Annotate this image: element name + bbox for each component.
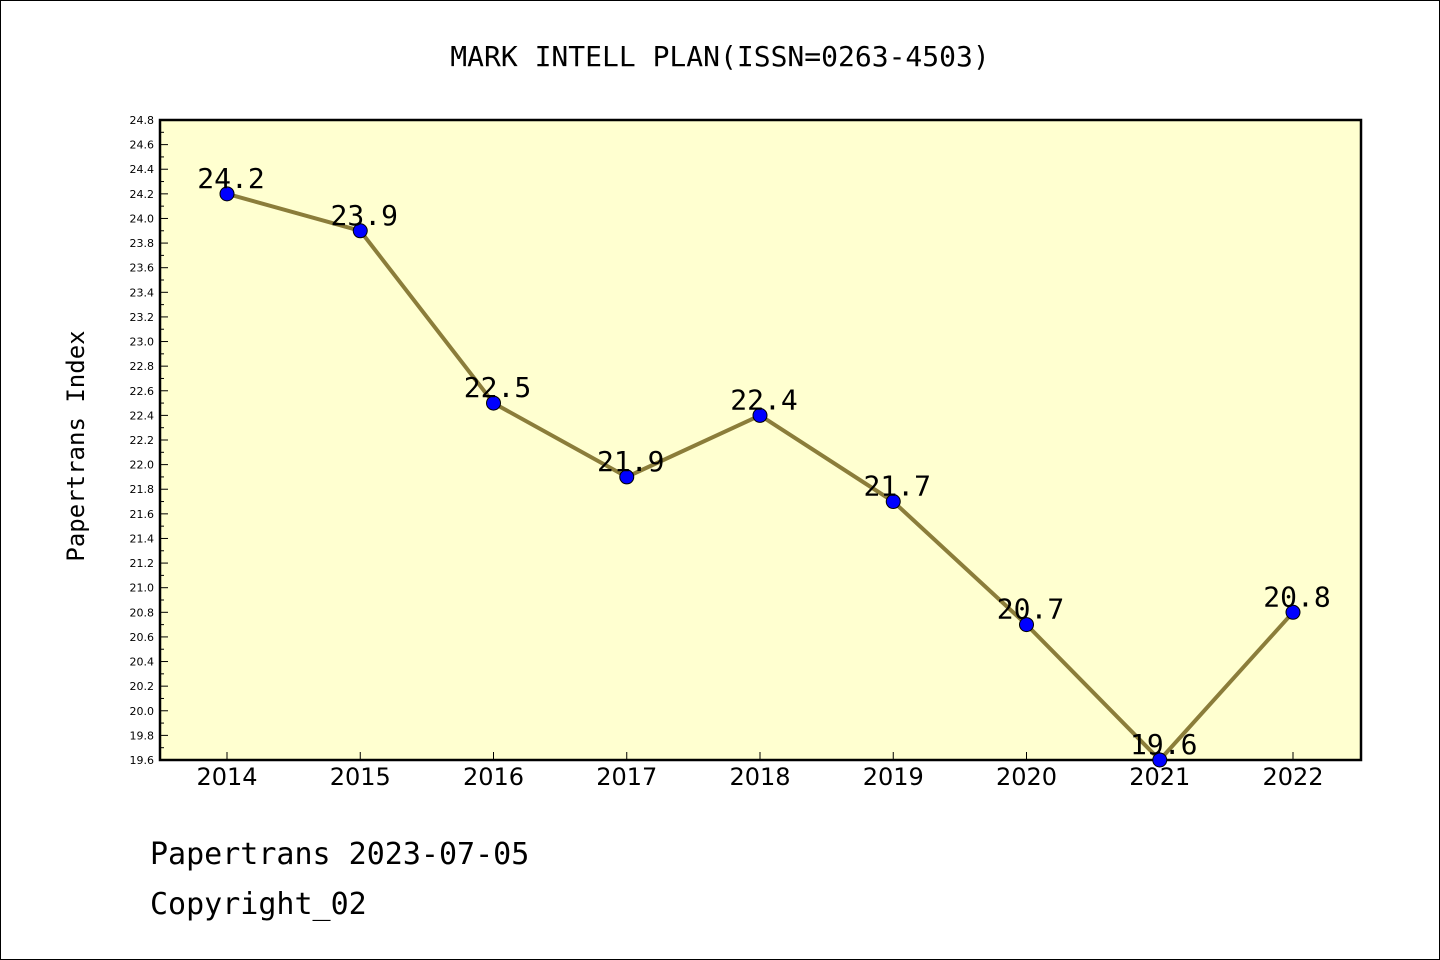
y-axis-label: Papertrans Index [62, 330, 90, 561]
y-tick-label: 21.4 [130, 532, 155, 545]
data-point [1019, 617, 1034, 633]
x-tick-label: 2016 [463, 763, 524, 791]
footer-date: Papertrans 2023-07-05 [150, 837, 529, 872]
series-line-group [219, 186, 1301, 768]
y-tick-label: 24.2 [130, 188, 155, 201]
y-tick-label: 22.0 [130, 459, 155, 472]
data-label: 19.6 [1130, 728, 1197, 761]
y-tick-label: 21.8 [130, 483, 155, 496]
y-tick-label: 20.8 [130, 606, 155, 619]
y-tick-label: 24.0 [130, 212, 155, 225]
data-point [486, 395, 501, 411]
data-label: 23.9 [331, 199, 398, 232]
x-tick-label: 2017 [596, 763, 657, 791]
y-tick-label: 20.4 [130, 656, 155, 669]
y-tick-label: 21.6 [130, 508, 155, 521]
y-tick-label: 20.0 [130, 705, 155, 718]
y-tick-label: 23.2 [130, 311, 155, 324]
y-tick-label: 23.0 [130, 336, 155, 349]
x-tick-label: 2019 [863, 763, 924, 791]
y-tick-label: 20.6 [130, 631, 155, 644]
y-tick-label: 24.6 [130, 139, 155, 152]
x-tick-label: 2022 [1262, 763, 1323, 791]
data-point [1152, 752, 1168, 768]
x-axis: 2014 2015 2016 2017 2018 2019 2020 2021 2022 [196, 752, 1324, 791]
x-tick-label: 2021 [1129, 763, 1190, 791]
data-label: 21.7 [864, 470, 931, 503]
y-tick-label: 19.6 [130, 754, 155, 767]
y-tick-label: 21.0 [130, 582, 155, 595]
y-tick-label: 23.8 [130, 237, 155, 250]
data-label: 22.4 [730, 383, 797, 416]
data-label: 20.7 [997, 593, 1064, 626]
y-tick-label: 23.4 [130, 286, 155, 299]
y-tick-label: 22.4 [130, 409, 155, 422]
y-tick-label: 22.2 [130, 434, 155, 447]
data-point [1285, 604, 1301, 620]
y-tick-label: 20.2 [130, 680, 155, 693]
x-tick-label: 2018 [729, 763, 790, 791]
y-tick-label: 21.2 [130, 557, 155, 570]
y-tick-label: 24.8 [130, 114, 155, 127]
data-label: 24.2 [197, 162, 264, 195]
y-tick-label: 24.4 [130, 163, 155, 176]
x-tick-label: 2020 [996, 763, 1057, 791]
y-tick-label: 23.6 [130, 262, 155, 275]
data-label: 21.9 [597, 445, 664, 478]
y-axis: 19.6 19.8 20.0 20.2 20.4 20.6 20.8 21.0 21.2 21.4… [130, 114, 168, 767]
data-point [619, 469, 635, 485]
data-labels-group: 24.2 23.9 22.5 21.9 22.4 21.7 20.7 19.6 20.8 [197, 162, 1330, 761]
data-point [752, 407, 768, 423]
x-tick-label: 2014 [196, 763, 257, 791]
data-point [885, 494, 901, 510]
data-label: 22.5 [464, 371, 531, 404]
x-tick-label: 2015 [330, 763, 391, 791]
y-tick-label: 22.6 [130, 385, 155, 398]
chart-title: MARK INTELL PLAN(ISSN=0263-4503) [450, 40, 989, 73]
y-tick-label: 22.8 [130, 360, 155, 373]
footer-copyright: Copyright_02 [150, 887, 367, 922]
data-point [219, 186, 235, 202]
data-label: 20.8 [1263, 580, 1330, 613]
data-point [352, 223, 368, 239]
y-tick-label: 19.8 [130, 729, 155, 742]
